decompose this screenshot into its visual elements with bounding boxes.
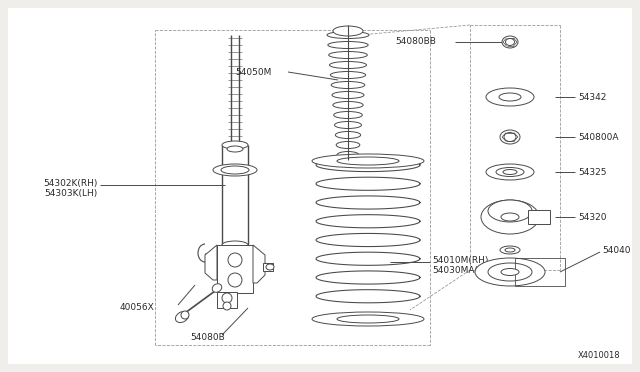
Ellipse shape <box>499 93 521 101</box>
Ellipse shape <box>505 248 515 252</box>
Ellipse shape <box>337 151 359 158</box>
Ellipse shape <box>496 167 524 176</box>
Ellipse shape <box>488 263 532 281</box>
Text: 540800A: 540800A <box>578 132 618 141</box>
Ellipse shape <box>501 269 519 276</box>
Text: 54302K(RH): 54302K(RH) <box>44 179 98 187</box>
Ellipse shape <box>330 71 365 78</box>
Text: 54030MA(LH): 54030MA(LH) <box>432 266 493 275</box>
Text: 54040: 54040 <box>602 246 630 254</box>
Ellipse shape <box>336 141 360 148</box>
Circle shape <box>223 302 231 310</box>
Ellipse shape <box>333 26 363 36</box>
Ellipse shape <box>481 200 539 234</box>
Ellipse shape <box>227 146 243 152</box>
Ellipse shape <box>504 132 516 141</box>
Bar <box>528 210 550 224</box>
Ellipse shape <box>502 36 518 48</box>
Circle shape <box>228 273 242 287</box>
Ellipse shape <box>213 164 257 176</box>
Ellipse shape <box>175 311 189 323</box>
Ellipse shape <box>328 42 368 48</box>
Ellipse shape <box>337 315 399 323</box>
Bar <box>217 292 237 308</box>
Ellipse shape <box>337 157 399 165</box>
Text: 54325: 54325 <box>578 167 607 176</box>
Circle shape <box>222 293 232 303</box>
Ellipse shape <box>486 88 534 106</box>
Ellipse shape <box>500 130 520 144</box>
Ellipse shape <box>333 102 363 109</box>
Ellipse shape <box>327 32 369 38</box>
Ellipse shape <box>312 312 424 326</box>
Ellipse shape <box>475 258 545 286</box>
Text: X4010018: X4010018 <box>577 351 620 360</box>
Ellipse shape <box>333 112 362 119</box>
Ellipse shape <box>488 200 532 222</box>
Circle shape <box>181 311 189 319</box>
Text: 54050M: 54050M <box>235 67 271 77</box>
Ellipse shape <box>486 164 534 180</box>
Text: 54080B: 54080B <box>190 334 225 343</box>
Bar <box>263 263 273 271</box>
Ellipse shape <box>329 51 367 58</box>
Ellipse shape <box>212 284 222 292</box>
Circle shape <box>228 253 242 267</box>
Ellipse shape <box>221 166 249 174</box>
Ellipse shape <box>331 81 365 89</box>
Ellipse shape <box>222 141 248 149</box>
Ellipse shape <box>330 61 367 68</box>
Ellipse shape <box>335 122 362 128</box>
Ellipse shape <box>335 131 361 138</box>
Polygon shape <box>205 245 217 280</box>
Ellipse shape <box>222 241 248 249</box>
Text: 40056X: 40056X <box>120 304 155 312</box>
Ellipse shape <box>503 170 517 174</box>
Polygon shape <box>253 245 265 283</box>
Bar <box>515 258 565 286</box>
Ellipse shape <box>501 213 519 221</box>
Text: 54303K(LH): 54303K(LH) <box>45 189 98 198</box>
Ellipse shape <box>332 92 364 99</box>
Text: 54320: 54320 <box>578 212 607 221</box>
Ellipse shape <box>506 38 515 45</box>
Text: 54080BB: 54080BB <box>395 36 436 45</box>
Bar <box>217 245 253 293</box>
Text: 54010M(RH): 54010M(RH) <box>432 256 488 264</box>
Ellipse shape <box>266 264 274 270</box>
Text: 54342: 54342 <box>578 93 606 102</box>
Ellipse shape <box>312 154 424 168</box>
Ellipse shape <box>500 246 520 254</box>
